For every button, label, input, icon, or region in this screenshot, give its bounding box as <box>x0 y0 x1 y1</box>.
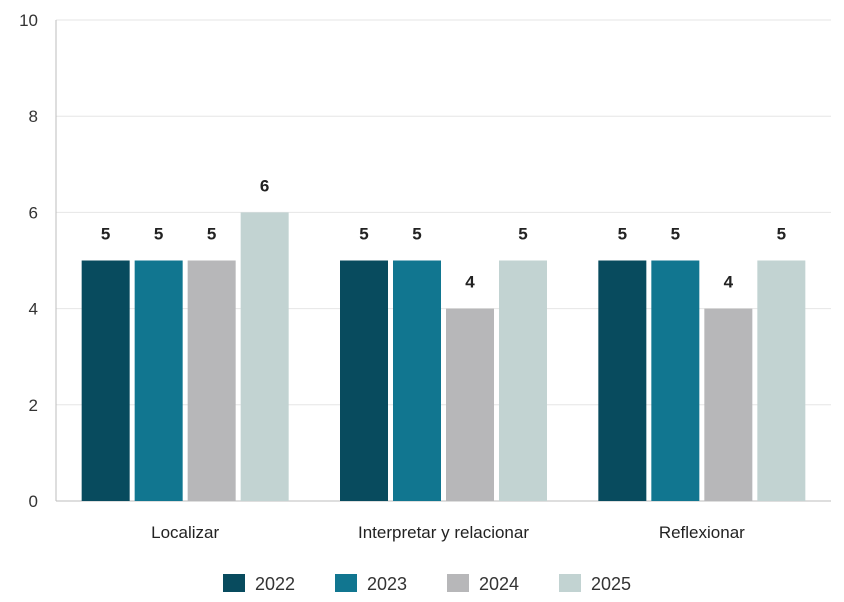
legend-swatch <box>223 574 245 592</box>
y-tick-label: 10 <box>19 11 38 30</box>
bar-2023 <box>134 260 183 501</box>
y-tick-label: 0 <box>29 492 38 511</box>
data-label: 5 <box>777 225 786 244</box>
data-label: 5 <box>518 225 527 244</box>
bar-2025 <box>757 260 806 501</box>
x-category-label: Reflexionar <box>659 523 745 542</box>
legend: 2022 2023 2024 2025 <box>223 574 631 594</box>
bar-2023 <box>651 260 700 501</box>
legend-label: 2023 <box>367 574 407 594</box>
data-label: 5 <box>412 225 421 244</box>
y-tick-label: 2 <box>29 396 38 415</box>
bar-2024 <box>446 308 494 501</box>
bar-2025 <box>240 212 289 501</box>
data-label: 5 <box>101 225 110 244</box>
bars <box>81 212 806 501</box>
y-tick-label: 8 <box>29 107 38 126</box>
bar-2022 <box>340 260 388 501</box>
data-label: 4 <box>724 273 734 292</box>
data-label: 5 <box>359 225 368 244</box>
data-label: 4 <box>465 273 475 292</box>
y-tick-label: 4 <box>29 300 38 319</box>
x-axis-categories: Localizar Interpretar y relacionar Reflexi… <box>151 523 745 542</box>
data-label: 5 <box>671 225 680 244</box>
legend-swatch <box>335 574 357 592</box>
gridlines <box>55 19 831 502</box>
legend-label: 2024 <box>479 574 519 594</box>
y-tick-label: 6 <box>29 203 38 222</box>
y-axis-ticks: 0 2 4 6 8 10 <box>19 11 38 511</box>
data-label: 6 <box>260 176 269 195</box>
data-label: 5 <box>207 225 216 244</box>
data-labels: 5 5 5 6 5 5 4 5 5 5 4 5 <box>101 176 786 291</box>
x-category-label: Localizar <box>151 523 219 542</box>
data-label: 5 <box>154 225 163 244</box>
bar-2025 <box>499 260 547 501</box>
data-label: 5 <box>618 225 627 244</box>
legend-label: 2025 <box>591 574 631 594</box>
bar-2022 <box>81 260 130 501</box>
x-category-label: Interpretar y relacionar <box>358 523 529 542</box>
legend-label: 2022 <box>255 574 295 594</box>
bar-2024 <box>704 308 753 501</box>
bar-2022 <box>598 260 647 501</box>
bar-2023 <box>393 260 441 501</box>
legend-swatch <box>559 574 581 592</box>
bar-2024 <box>187 260 236 501</box>
legend-swatch <box>447 574 469 592</box>
